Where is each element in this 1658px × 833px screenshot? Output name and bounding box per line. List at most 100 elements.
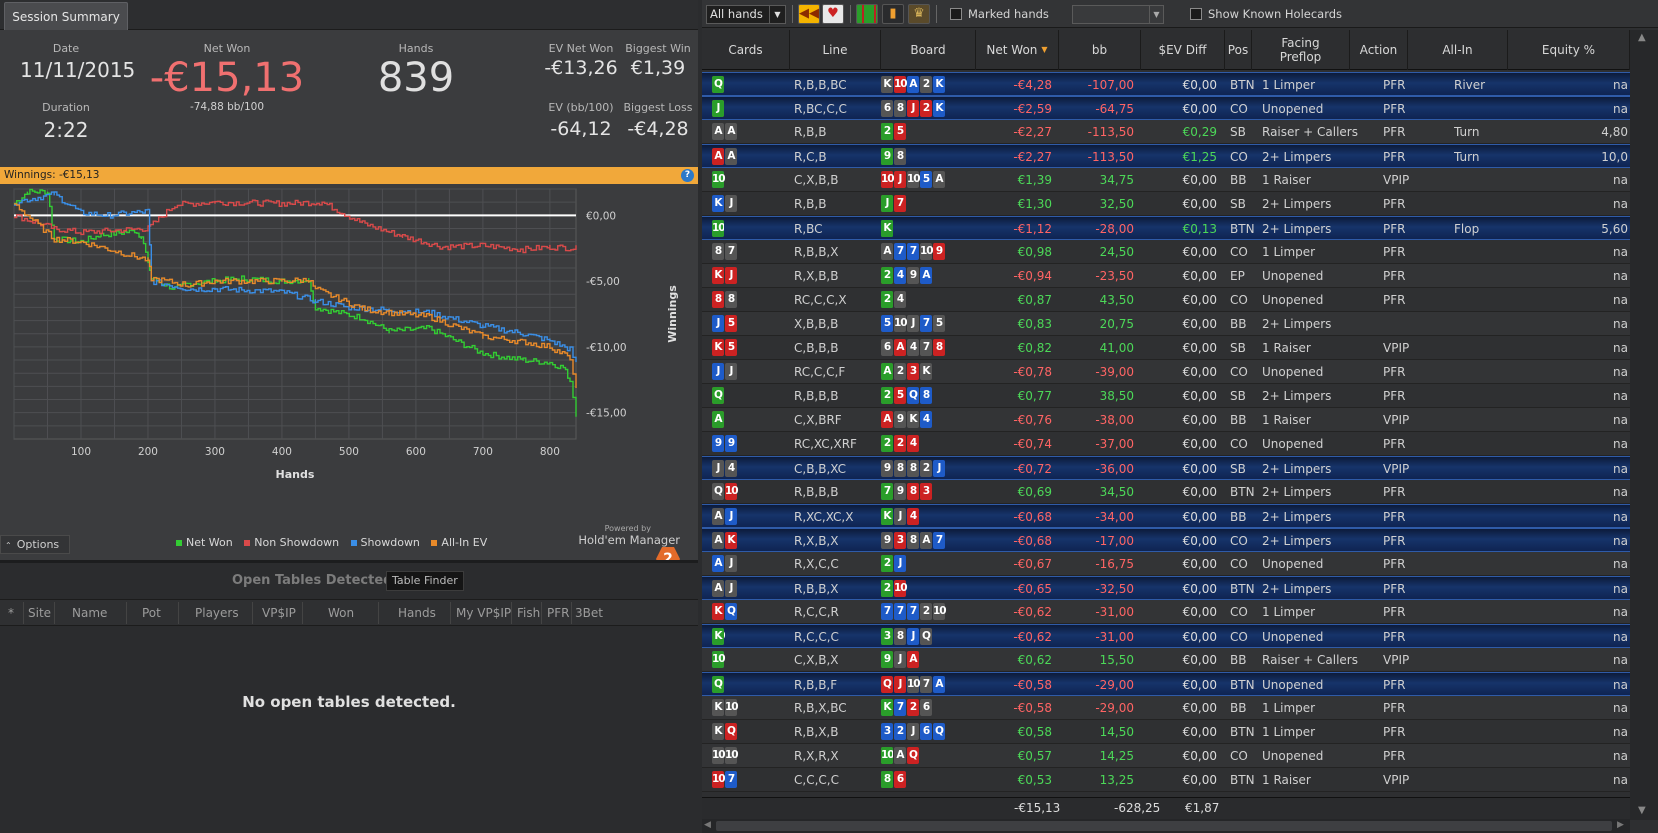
table-row[interactable]: AQQJ107AR,B,B,F-€0,58-29,00€0,00BTNUnope… xyxy=(702,672,1630,696)
cards-icon[interactable]: ♥ xyxy=(822,4,844,24)
col-3bet[interactable]: 3Bet xyxy=(575,606,603,620)
col-players[interactable]: Players xyxy=(195,606,239,620)
action-cell: PFR xyxy=(1383,197,1406,211)
col-cards[interactable]: Cards xyxy=(702,30,790,70)
table-row[interactable]: K1098JQ3R,C,C,C-€0,62-31,00€0,00COUnopen… xyxy=(702,624,1630,648)
table-row[interactable]: J 5 5 10 J 7 5 X,B,B,B €0,83 20,75 €0,00 BB 2+ Limpe… xyxy=(702,312,1630,336)
col-won[interactable]: Won xyxy=(328,606,355,620)
bb-cell: 14,50 xyxy=(1099,725,1134,739)
table-finder-button[interactable]: Table Finder xyxy=(386,571,464,591)
col-bb[interactable]: bb xyxy=(1059,30,1141,70)
col-fish[interactable]: Fish xyxy=(517,606,541,620)
vertical-scrollbar[interactable]: ▲ ▼ xyxy=(1630,30,1658,820)
card: 9 xyxy=(894,483,906,500)
table-row[interactable]: A K 9 3 8 A 7 R,X,B,X -€0,68 -17,00 €0,00 CO 2+ Limp… xyxy=(702,528,1630,552)
col-pos[interactable]: Pos xyxy=(1225,30,1252,70)
card: 2 xyxy=(920,603,932,620)
table-row[interactable]: AA K7725 R,B,B -€2,27 -113,50 €0,29 SB Raiser +… xyxy=(702,120,1630,144)
card: J xyxy=(933,460,945,477)
table-row[interactable]: 107 74668 C,C,C,C €0,53 13,25 €0,00 BTN 1 Raise… xyxy=(702,768,1630,792)
table-row[interactable]: KJ 2549A R,X,B,B -€0,94 -23,50 €0,00 EP Unopene… xyxy=(702,264,1630,288)
card: 2 xyxy=(920,100,932,117)
table-row[interactable]: AJ68J2KR,BC,C,C-€2,59-64,75€0,00COUnopen… xyxy=(702,96,1630,120)
scroll-left-icon[interactable]: ◀ xyxy=(704,820,711,830)
equity-cell: na xyxy=(1613,365,1628,379)
col-ev-diff[interactable]: $EV Diff xyxy=(1141,30,1225,70)
scroll-right-icon[interactable]: ▶ xyxy=(1617,820,1624,830)
card: Q xyxy=(907,747,919,764)
col-pot[interactable]: Pot xyxy=(142,606,161,620)
hand-filter-select[interactable]: All hands ▼ xyxy=(706,5,786,24)
col-vpip[interactable]: VP$IP xyxy=(262,606,296,620)
bar-chart-icon[interactable]: ▮ xyxy=(882,4,904,24)
card: K xyxy=(881,220,893,237)
trophy-icon[interactable]: ♛ xyxy=(908,4,930,24)
ev-diff-cell: €0,00 xyxy=(1182,510,1217,524)
col-my-vpip[interactable]: My VP$IP xyxy=(456,606,512,620)
table-row[interactable]: KQ 425Q8 R,B,B,B €0,77 38,50 €0,00 SB 2+ Limper… xyxy=(702,384,1630,408)
pos-cell: BTN xyxy=(1230,78,1255,92)
tab-session-summary[interactable]: Session Summary xyxy=(4,2,128,30)
table-row[interactable]: AJ Q8A210 R,B,B,X -€0,65 -32,50 €0,00 BTN 2+ Li… xyxy=(702,576,1630,600)
col-name[interactable]: Name xyxy=(72,606,108,620)
table-row[interactable]: 10105KA10QR,X,R,X€0,5714,25€0,00COUnopen… xyxy=(702,744,1630,768)
table-row[interactable]: K 5 6 A 4 7 8 C,B,B,B €0,82 41,00 €0,00 SB 1 Raiser V… xyxy=(702,336,1630,360)
ev-diff-cell: €0,00 xyxy=(1182,245,1217,259)
table-row[interactable]: 8 7 A 7 7 10 9 R,B,B,X €0,98 24,50 €0,00 CO 1 Limper… xyxy=(702,240,1630,264)
facing-preflop-cell: Unopened xyxy=(1262,630,1324,644)
col-line[interactable]: Line xyxy=(790,30,881,70)
net-won-cell: -€0,58 xyxy=(1013,678,1052,692)
card: 4 xyxy=(907,435,919,452)
table-row[interactable]: K Q 3 2 J 6 Q R,B,X,B €0,58 14,50 €0,00 BTN 1 Limper… xyxy=(702,720,1630,744)
col-site[interactable]: Site xyxy=(28,606,52,620)
help-icon[interactable]: ? xyxy=(681,169,694,182)
card: 8 xyxy=(894,460,906,477)
card: 7 xyxy=(894,195,906,212)
net-won-cell: €0,82 xyxy=(1017,341,1052,355)
scroll-up-icon[interactable]: ▲ xyxy=(1638,32,1646,43)
all-in-cell xyxy=(1454,600,1514,624)
horizontal-scrollbar[interactable]: ◀ ▶ xyxy=(702,819,1630,833)
board-cards: K 10 A 2 K xyxy=(881,76,946,93)
duration-stat: Duration 2:22 xyxy=(20,101,112,142)
col-equity[interactable]: Equity % xyxy=(1508,30,1630,70)
col-hands[interactable]: Hands xyxy=(398,606,436,620)
scroll-thumb[interactable] xyxy=(716,821,1612,831)
col-star[interactable]: * xyxy=(8,606,14,620)
table-row[interactable]: K Q 7 7 7 2 10 R,C,C,R -€0,62 -31,00 €0,00 CO 1 Limp… xyxy=(702,600,1630,624)
table-row[interactable]: AA 79898 R,C,B -€2,27 -113,50 €1,25 CO 2+ Limpe… xyxy=(702,144,1630,168)
marked-hands-select[interactable]: ▼ xyxy=(1072,5,1164,24)
scroll-down-icon[interactable]: ▼ xyxy=(1638,805,1646,816)
col-net-won[interactable]: Net Won ▼ xyxy=(976,30,1059,70)
table-row[interactable]: 88 22254 RC,C,C,X €0,87 43,50 €0,00 CO Unopened… xyxy=(702,288,1630,312)
grid-view-icon[interactable] xyxy=(856,4,878,24)
options-toggle[interactable]: ⌃ Options xyxy=(0,535,70,554)
col-all-in[interactable]: All-In xyxy=(1408,30,1508,70)
marked-hands-checkbox[interactable] xyxy=(950,8,962,20)
card: 5 xyxy=(881,315,893,332)
col-board[interactable]: Board xyxy=(881,30,976,70)
table-row[interactable]: Q10 J9783 R,B,B,B €0,69 34,50 €0,00 BTN 2+ Limp… xyxy=(702,480,1630,504)
col-action[interactable]: Action xyxy=(1350,30,1408,70)
table-row[interactable]: 99 2324 RC,XC,XRF -€0,74 -37,00 €0,00 CO Unopen… xyxy=(702,432,1630,456)
show-known-holecards-checkbox[interactable] xyxy=(1190,8,1202,20)
equity-cell: na xyxy=(1613,701,1628,715)
rewind-icon[interactable]: ◀◀ xyxy=(798,4,820,24)
table-row[interactable]: AJ458J2R,X,C,C-€0,67-16,75€0,00COUnopene… xyxy=(702,552,1630,576)
card: 10 xyxy=(712,220,724,237)
col-facing-preflop[interactable]: Facing Preflop xyxy=(1252,30,1350,70)
card: K xyxy=(907,411,919,428)
col-pfr[interactable]: PFR xyxy=(547,606,570,620)
table-row[interactable]: J10 42J8K R,BC -€1,12 -28,00 €0,13 BTN 2+ Limpe… xyxy=(702,216,1630,240)
table-row[interactable]: J 4 9 8 8 2 J C,B,B,XC -€0,72 -36,00 €0,00 SB 2+ Lim… xyxy=(702,456,1630,480)
table-row[interactable]: JJ223KARC,C,C,F-€0,78-39,00€0,00COUnopen… xyxy=(702,360,1630,384)
bb-cell: 34,75 xyxy=(1099,173,1134,187)
ev-diff-cell: €0,00 xyxy=(1182,341,1217,355)
